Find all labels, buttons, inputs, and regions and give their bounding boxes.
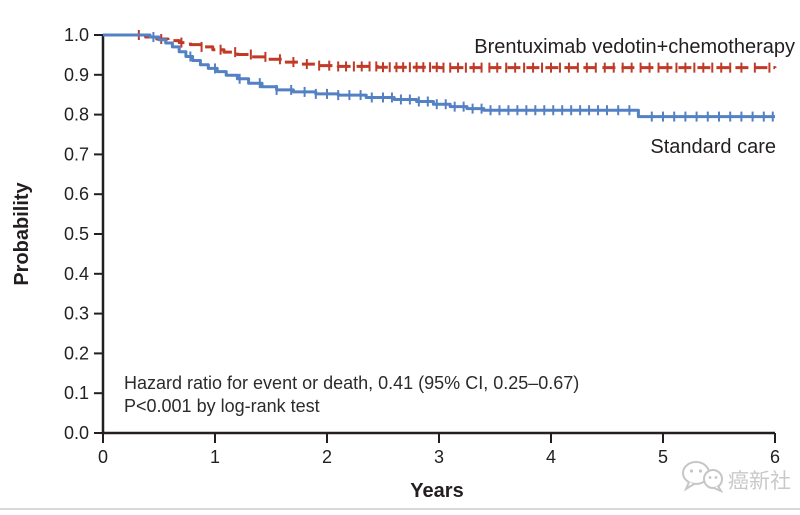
watermark-text: 癌新社 — [728, 470, 791, 493]
x-axis-label: Years — [410, 480, 463, 502]
y-axis-label: Probability — [11, 181, 33, 285]
x-tick-label: 0 — [98, 447, 108, 467]
x-tick-label: 1 — [210, 447, 220, 467]
y-tick-label: 0.4 — [64, 264, 89, 284]
y-tick-label: 0.1 — [64, 383, 89, 403]
y-tick-label: 0.7 — [64, 144, 89, 164]
y-tick-label: 0.5 — [64, 224, 89, 244]
annotation-hazard-ratio: Hazard ratio for event or death, 0.41 (9… — [124, 373, 579, 393]
watermark: 癌新社 — [682, 461, 791, 494]
x-tick-label: 5 — [658, 447, 668, 467]
x-tick-label: 2 — [322, 447, 332, 467]
y-tick-label: 0.0 — [64, 423, 89, 443]
legend-standard-care-label: Standard care — [650, 136, 776, 158]
y-tick-label: 1.0 — [64, 25, 89, 45]
annotation-pvalue: P<0.001 by log-rank test — [124, 396, 320, 416]
x-tick-label: 4 — [546, 447, 556, 467]
y-tick-label: 0.8 — [64, 105, 89, 125]
plot-layer: 0.0 0.1 0.2 0.3 0.4 0.5 0.6 0.7 0.8 0.9 1.0 0 1 2 3 4 5 6 — [64, 25, 780, 467]
x-tick-label: 3 — [434, 447, 444, 467]
x-tick-label: 6 — [770, 447, 780, 467]
y-tick-label: 0.2 — [64, 343, 89, 363]
y-tick-label: 0.9 — [64, 65, 89, 85]
y-tick-label: 0.3 — [64, 304, 89, 324]
wechat-icon — [682, 461, 724, 494]
legend-brentuximab-label: Brentuximab vedotin+chemotherapy — [474, 36, 795, 58]
km-curve-1 — [103, 33, 775, 119]
y-tick-label: 0.6 — [64, 184, 89, 204]
